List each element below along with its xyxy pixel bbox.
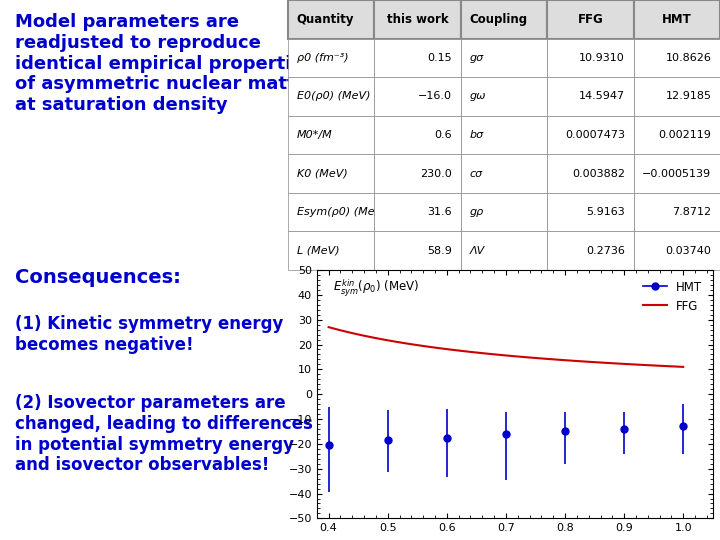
Line: FFG: FFG bbox=[328, 327, 683, 367]
Text: (2) Isovector parameters are
changed, leading to differences
in potential symmet: (2) Isovector parameters are changed, le… bbox=[14, 394, 312, 474]
Text: $E^{kin}_{sym}(\rho_0)$ (MeV): $E^{kin}_{sym}(\rho_0)$ (MeV) bbox=[333, 278, 419, 299]
FFG bbox=[650, 362, 659, 369]
FFG bbox=[507, 353, 516, 359]
FFG bbox=[536, 355, 544, 362]
FFG bbox=[407, 341, 415, 347]
X-axis label: M$_0^*$/M: M$_0^*$/M bbox=[495, 539, 534, 540]
Text: Model parameters are
readjusted to reproduce
identical empirical properties
of a: Model parameters are readjusted to repro… bbox=[14, 13, 317, 114]
FFG bbox=[679, 363, 688, 370]
Text: (1) Kinetic symmetry energy
becomes negative!: (1) Kinetic symmetry energy becomes nega… bbox=[14, 315, 283, 354]
FFG bbox=[392, 339, 401, 345]
FFG bbox=[661, 363, 670, 369]
Legend: HMT, FFG: HMT, FFG bbox=[638, 276, 707, 317]
FFG bbox=[324, 324, 333, 330]
Text: Consequences:: Consequences: bbox=[14, 268, 181, 287]
